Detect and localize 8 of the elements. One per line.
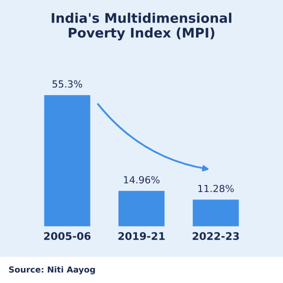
x-tick-label: 2022-23 bbox=[192, 232, 239, 240]
chart-title: India's Multidimensional Poverty Index (MPI) bbox=[52, 12, 232, 40]
x-tick-label: 2019-21 bbox=[118, 232, 165, 240]
data-label: 55.3% bbox=[52, 80, 82, 88]
source-note: Source: Niti Aayog bbox=[9, 266, 95, 274]
x-tick-label: 2005-06 bbox=[44, 232, 91, 240]
data-label: 11.28% bbox=[198, 184, 234, 192]
data-label: 14.96% bbox=[124, 176, 160, 184]
